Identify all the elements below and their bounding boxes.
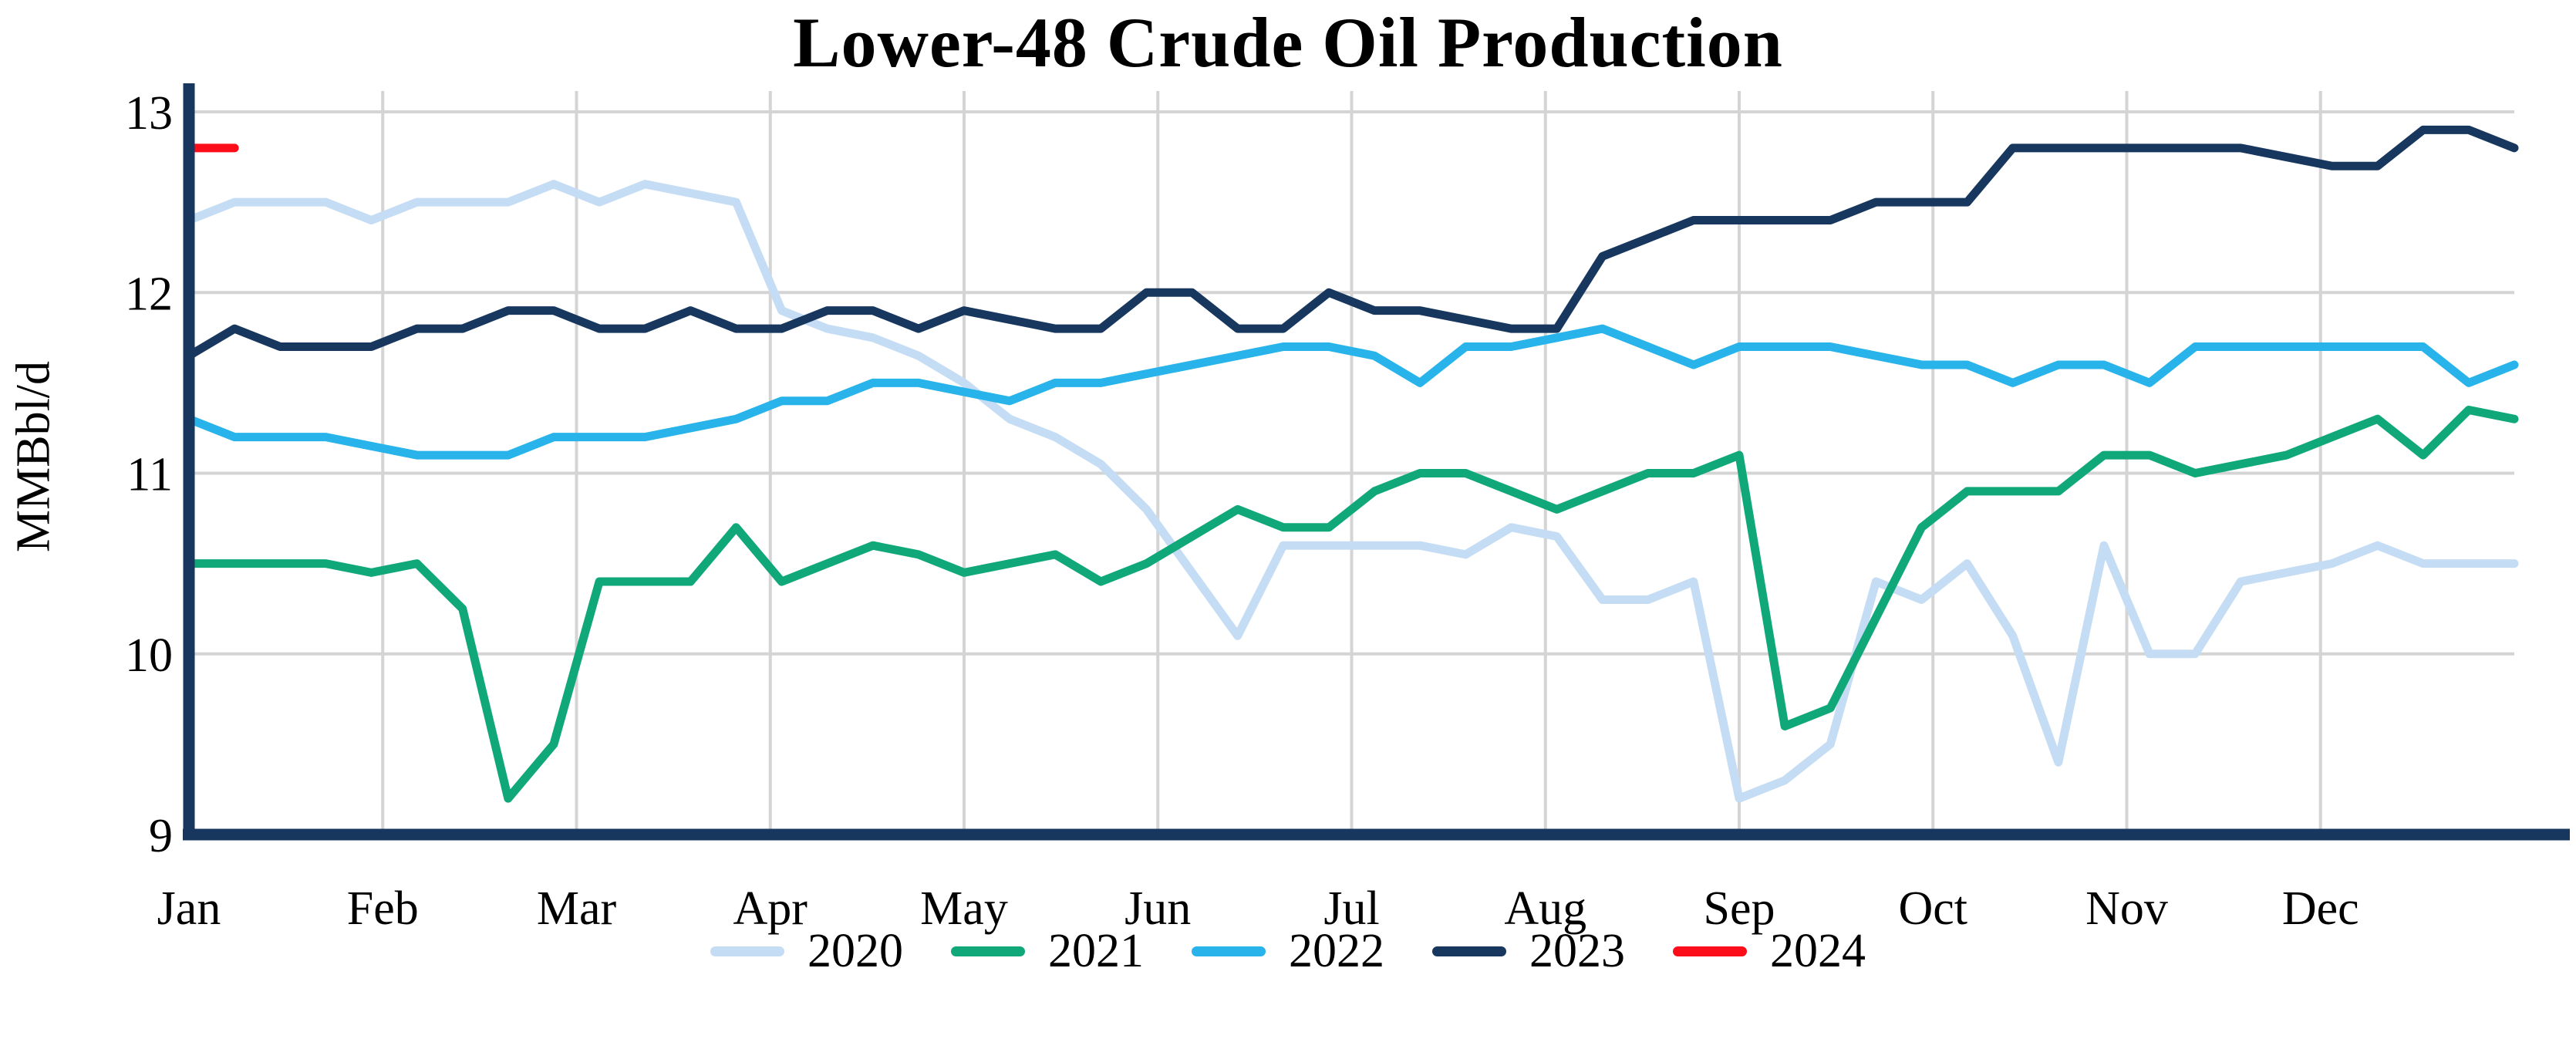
y-tick-label-13: 13 — [125, 87, 173, 140]
legend-swatch-2022 — [1192, 946, 1266, 956]
legend-item-2023: 2023 — [1432, 927, 1625, 975]
legend-swatch-2023 — [1432, 946, 1506, 956]
legend-swatch-2021 — [951, 946, 1025, 956]
axes — [183, 83, 2570, 841]
legend-item-2021: 2021 — [951, 927, 1144, 975]
y-tick-label-11: 11 — [126, 449, 173, 501]
x-tick-label-Jul: Jul — [1323, 882, 1379, 935]
series-line-2022 — [184, 324, 2519, 460]
series-line-2023 — [184, 125, 2519, 360]
x-tick-label-Nov: Nov — [2085, 882, 2168, 935]
gridlines — [189, 91, 2514, 835]
x-tick-label-Sep: Sep — [1704, 882, 1775, 935]
legend-label-2022: 2022 — [1289, 925, 1384, 977]
legend-item-2020: 2020 — [710, 927, 903, 975]
y-tick-label-9: 9 — [149, 810, 173, 862]
x-tick-label-Jan: Jan — [157, 882, 221, 935]
legend-item-2024: 2024 — [1673, 927, 1866, 975]
legend-label-2024: 2024 — [1770, 925, 1866, 977]
legend-label-2020: 2020 — [808, 925, 903, 977]
x-tick-label-Apr: Apr — [733, 882, 808, 935]
legend-label-2021: 2021 — [1048, 925, 1144, 977]
legend-swatch-2020 — [710, 946, 784, 956]
x-tick-label-Jun: Jun — [1124, 882, 1191, 935]
x-tick-label-Oct: Oct — [1898, 882, 1967, 935]
legend: 2020 2021 2022 2023 2024 — [0, 927, 2576, 975]
x-tick-label-Dec: Dec — [2282, 882, 2359, 935]
legend-item-2022: 2022 — [1192, 927, 1384, 975]
series-line-2020 — [184, 180, 2519, 803]
legend-swatch-2024 — [1673, 946, 1747, 956]
x-tick-label-Mar: Mar — [537, 882, 617, 935]
chart-title: Lower-48 Crude Oil Production — [793, 3, 1783, 82]
x-tick-label-May: May — [920, 882, 1008, 935]
x-tick-label-Aug: Aug — [1504, 882, 1586, 935]
legend-label-2023: 2023 — [1529, 925, 1625, 977]
y-tick-label-10: 10 — [125, 629, 173, 682]
x-tick-label-Feb: Feb — [347, 882, 419, 935]
y-tick-label-12: 12 — [125, 268, 173, 320]
series-line-2021 — [184, 406, 2519, 803]
